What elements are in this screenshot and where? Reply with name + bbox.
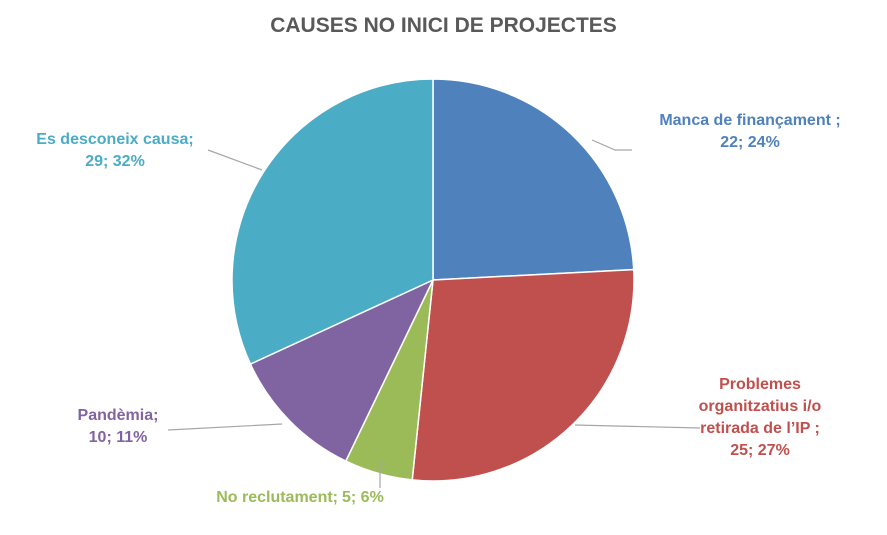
pie-slice [231,78,434,366]
chart-title: CAUSES NO INICI DE PROJECTES [270,14,617,37]
value-label: 5; 6% [342,489,384,506]
category-name: Problemes organitzatius i/o retirada de … [698,376,822,437]
data-label: No reclutament; 5; 6% [150,487,450,509]
value-label: 22; 24% [720,134,780,151]
data-label: Manca de finançament ; 22; 24% [620,110,880,154]
leader-line [591,139,632,151]
data-label: Es desconeix causa; 29; 32% [0,129,230,173]
value-label: 25; 27% [730,442,790,459]
category-name: No reclutament; [216,489,338,506]
category-name: Es desconeix causa; [36,131,194,148]
data-label: Pandèmia; 10; 11% [48,405,188,449]
leader-line [167,423,283,431]
pie-slice [411,268,635,482]
pie-slice [249,278,435,463]
leader-line [207,149,263,171]
data-label: Problemes organitzatius i/o retirada de … [670,374,850,462]
value-label: 29; 32% [85,153,145,170]
category-name: Manca de finançament ; [659,112,841,129]
category-name: Pandèmia; [77,407,159,424]
leader-line [574,424,701,429]
value-label: 10; 11% [88,429,148,446]
pie-slice [432,78,635,281]
